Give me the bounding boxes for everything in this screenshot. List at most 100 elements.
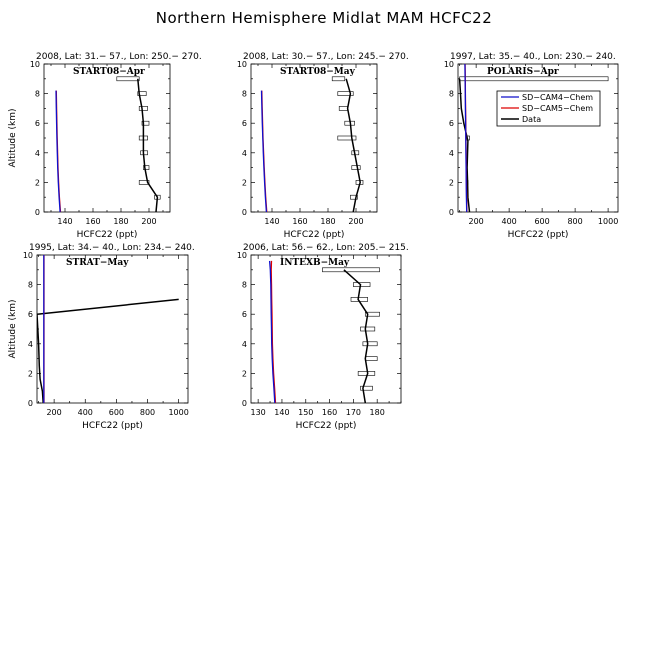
x-tick-label: 160 — [292, 217, 307, 226]
x-tick-label: 140 — [57, 217, 72, 226]
error-bar — [459, 76, 609, 82]
cam4-line — [464, 64, 468, 212]
y-tick-label: 0 — [35, 208, 40, 217]
plot-area — [268, 260, 380, 403]
y-tick-label: 2 — [449, 178, 454, 187]
x-tick-label: 600 — [109, 408, 124, 417]
x-tick-label: 600 — [534, 217, 549, 226]
error-bar — [116, 76, 140, 82]
y-tick-label: 8 — [242, 90, 247, 99]
x-tick-label: 160 — [322, 408, 337, 417]
error-bar — [137, 91, 147, 96]
y-tick-label: 8 — [242, 281, 247, 290]
y-axis-label: Altitude (km) — [8, 108, 18, 167]
x-tick-label: 800 — [567, 217, 582, 226]
x-tick-label: 160 — [85, 217, 100, 226]
x-tick-label: 140 — [274, 408, 289, 417]
error-bar — [362, 341, 378, 347]
y-tick-label: 0 — [242, 208, 247, 217]
y-tick-label: 8 — [35, 90, 40, 99]
y-axis-label: Altitude (km) — [8, 299, 18, 358]
y-tick-label: 10 — [30, 60, 40, 69]
x-tick-label: 180 — [113, 217, 128, 226]
legend-label-cam4: SD−CAM4−Chem — [522, 93, 593, 102]
x-tick-label: 800 — [140, 408, 155, 417]
plot-frame — [36, 254, 189, 404]
x-tick-label: 1000 — [168, 408, 188, 417]
plot-area — [260, 76, 364, 212]
error-bar — [138, 180, 150, 185]
panel-title: 1997, Lat: 35.− 40., Lon: 230.− 240. — [450, 52, 616, 62]
error-bar — [353, 282, 371, 287]
y-tick-label: 2 — [242, 178, 247, 187]
y-tick-label: 4 — [449, 149, 454, 158]
y-tick-label: 10 — [237, 60, 247, 69]
x-axis-label: HCFC22 (ppt) — [82, 421, 143, 431]
x-tick-label: 140 — [264, 217, 279, 226]
panel-title: 1995, Lat: 34.− 40., Lon: 234.− 240. — [29, 243, 195, 253]
plot-area — [37, 255, 179, 403]
y-tick-label: 4 — [35, 149, 40, 158]
panel-start08-apr: 2008, Lat: 31.− 57., Lon: 250.− 270. STAR… — [8, 52, 202, 240]
y-tick-label: 2 — [35, 178, 40, 187]
y-tick-label: 4 — [28, 340, 33, 349]
x-tick-label: 170 — [346, 408, 361, 417]
error-bar — [350, 194, 358, 200]
cam4-line — [268, 260, 276, 403]
error-bar — [337, 135, 357, 141]
error-bar — [143, 165, 150, 170]
x-tick-label: 200 — [46, 408, 61, 417]
panel-strat-may: 1995, Lat: 34.− 40., Lon: 234.− 240. STRA… — [8, 243, 195, 431]
x-tick-label: 200 — [469, 217, 484, 226]
x-axis-label: HCFC22 (ppt) — [284, 230, 345, 240]
error-bar — [360, 385, 373, 391]
y-tick-label: 2 — [28, 369, 33, 378]
data-line — [458, 78, 471, 212]
error-bar — [141, 120, 150, 126]
y-tick-label: 0 — [28, 399, 33, 408]
x-axis-label: HCFC22 (ppt) — [77, 230, 138, 240]
data-line — [345, 78, 361, 212]
y-tick-label: 10 — [237, 251, 247, 260]
panel-title: 2008, Lat: 31.− 57., Lon: 250.− 270. — [36, 52, 202, 62]
y-tick-label: 6 — [28, 310, 33, 319]
legend-label-cam5: SD−CAM5−Chem — [522, 104, 593, 113]
y-tick-label: 6 — [449, 119, 454, 128]
x-tick-label: 180 — [370, 408, 385, 417]
y-tick-label: 8 — [449, 90, 454, 99]
y-tick-label: 10 — [23, 251, 33, 260]
x-tick-label: 400 — [78, 408, 93, 417]
legend: SD−CAM4−Chem SD−CAM5−Chem Data — [496, 90, 601, 127]
panel-title: 2008, Lat: 30.− 57., Lon: 245.− 270. — [243, 52, 409, 62]
x-axis-label: HCFC22 (ppt) — [296, 421, 357, 431]
error-bar — [351, 165, 361, 170]
y-tick-label: 0 — [242, 399, 247, 408]
legend-label-data: Data — [522, 115, 541, 124]
y-tick-label: 2 — [242, 369, 247, 378]
plot-area — [458, 64, 609, 212]
x-tick-label: 200 — [141, 217, 156, 226]
panel-label: POLARIS−Apr — [487, 67, 559, 77]
x-tick-label: 1000 — [598, 217, 618, 226]
y-tick-label: 6 — [242, 119, 247, 128]
x-tick-label: 400 — [501, 217, 516, 226]
cam4-line — [260, 90, 268, 212]
error-bar — [338, 106, 348, 111]
error-bar — [331, 76, 346, 82]
plot-area — [55, 76, 161, 212]
x-tick-label: 180 — [320, 217, 335, 226]
error-bar — [322, 267, 380, 273]
panel-start08-may: 2008, Lat: 30.− 57., Lon: 245.− 270. STAR… — [237, 52, 409, 240]
cam4-line — [55, 90, 61, 212]
y-tick-label: 4 — [242, 340, 247, 349]
panel-label: START08−May — [280, 67, 356, 77]
plot-frame — [457, 63, 619, 213]
error-bar — [364, 356, 378, 361]
data-line — [137, 78, 159, 212]
plot-frame — [43, 63, 171, 213]
y-tick-label: 8 — [28, 281, 33, 290]
panel-title: 2006, Lat: 56.− 62., Lon: 205.− 215. — [243, 243, 409, 253]
x-axis-label: HCFC22 (ppt) — [508, 230, 569, 240]
data-line — [37, 298, 179, 403]
